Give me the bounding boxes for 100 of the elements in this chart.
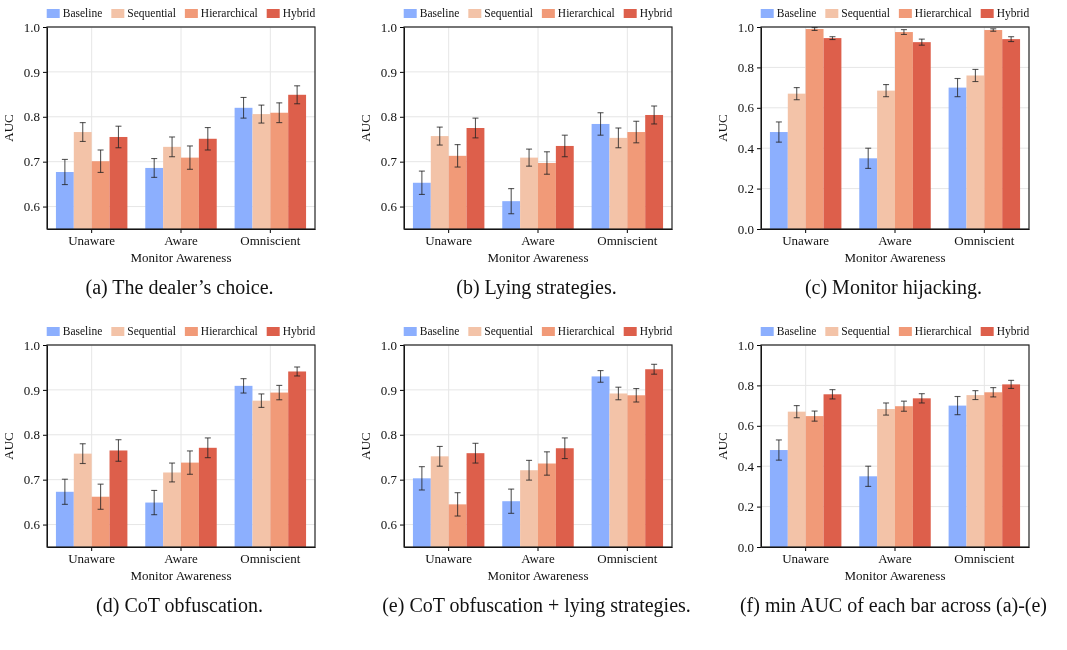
x-axis-title: Monitor Awareness bbox=[130, 250, 232, 265]
x-axis-title: Monitor Awareness bbox=[130, 568, 232, 583]
x-tick-label: Unaware bbox=[425, 233, 473, 249]
legend-label: Hybrid bbox=[282, 325, 316, 338]
legend-label: Sequential bbox=[127, 7, 176, 20]
legend-label: Sequential bbox=[841, 325, 890, 338]
bar bbox=[769, 450, 788, 547]
x-tick-label: Aware bbox=[878, 551, 912, 567]
legend-label: Hierarchical bbox=[914, 325, 972, 337]
bar bbox=[877, 409, 895, 547]
y-tick-label: 0.8 bbox=[23, 109, 40, 125]
legend-label: Sequential bbox=[484, 325, 533, 338]
legend-label: Baseline bbox=[62, 325, 103, 337]
x-axis-title: Monitor Awareness bbox=[844, 250, 946, 265]
y-tick-label: 0.8 bbox=[23, 427, 40, 443]
bar bbox=[1002, 384, 1021, 547]
bar bbox=[966, 395, 985, 547]
y-tick-label: 0.8 bbox=[737, 378, 754, 394]
y-tick-label: 0.7 bbox=[23, 472, 41, 488]
y-axis-title: AUC bbox=[358, 432, 373, 460]
x-tick-label: Aware bbox=[164, 551, 198, 567]
bar bbox=[984, 30, 1003, 229]
bar bbox=[805, 29, 824, 229]
x-axis-title: Monitor Awareness bbox=[487, 568, 589, 583]
legend-label: Hybrid bbox=[996, 7, 1030, 20]
x-axis-title: Monitor Awareness bbox=[487, 250, 589, 265]
bar bbox=[823, 38, 842, 229]
bar bbox=[787, 93, 806, 229]
y-tick-label: 0.6 bbox=[737, 418, 755, 434]
y-axis-title: AUC bbox=[1, 432, 16, 460]
y-tick-label: 0.9 bbox=[380, 382, 397, 398]
bar bbox=[859, 476, 878, 547]
legend-label: Hybrid bbox=[282, 7, 316, 20]
y-tick-label: 0.8 bbox=[380, 109, 397, 125]
bar bbox=[1002, 39, 1021, 229]
x-tick-label: Aware bbox=[164, 233, 198, 249]
legend-label: Hierarchical bbox=[200, 7, 258, 19]
legend-label: Baseline bbox=[419, 325, 460, 337]
x-tick-label: Unaware bbox=[782, 551, 830, 567]
x-tick-label: Omniscient bbox=[954, 551, 1015, 567]
y-axis-title: AUC bbox=[358, 114, 373, 142]
legend-label: Baseline bbox=[62, 7, 103, 19]
y-tick-label: 0.6 bbox=[23, 517, 41, 533]
y-tick-label: 0.6 bbox=[380, 517, 398, 533]
legend-label: Baseline bbox=[776, 325, 817, 337]
legend-label: Sequential bbox=[127, 325, 176, 338]
y-axis-title: AUC bbox=[715, 114, 730, 142]
x-tick-label: Aware bbox=[521, 551, 555, 567]
y-tick-label: 0.9 bbox=[23, 382, 40, 398]
bar bbox=[912, 398, 931, 547]
legend-label: Sequential bbox=[841, 7, 890, 20]
x-tick-label: Unaware bbox=[425, 551, 473, 567]
x-tick-label: Omniscient bbox=[597, 233, 658, 249]
y-tick-label: 1.0 bbox=[23, 337, 40, 353]
bar bbox=[895, 32, 913, 229]
y-tick-label: 0.9 bbox=[380, 64, 397, 80]
y-tick-label: 1.0 bbox=[737, 19, 754, 35]
text: (a) The dealer’s choice. bbox=[84, 275, 275, 300]
y-tick-label: 0.6 bbox=[737, 100, 755, 116]
bar bbox=[895, 406, 913, 547]
x-tick-label: Unaware bbox=[68, 551, 116, 567]
y-tick-label: 0.8 bbox=[380, 427, 397, 443]
y-tick-label: 1.0 bbox=[23, 19, 40, 35]
legend-label: Hierarchical bbox=[557, 325, 615, 337]
y-tick-label: 0.4 bbox=[737, 458, 755, 474]
y-tick-label: 0.6 bbox=[380, 199, 398, 215]
bar bbox=[805, 416, 824, 547]
text: (f) min AUC of each bar across (a)-(e) bbox=[738, 593, 1049, 618]
legend-label: Sequential bbox=[484, 7, 533, 20]
y-tick-label: 0.4 bbox=[737, 140, 755, 156]
legend-label: Hierarchical bbox=[200, 325, 258, 337]
text: (b) Lying strategies. bbox=[455, 275, 618, 300]
y-tick-label: 0.0 bbox=[737, 539, 754, 555]
y-tick-label: 0.7 bbox=[380, 154, 398, 170]
bar bbox=[769, 132, 788, 229]
legend-label: Hybrid bbox=[639, 7, 673, 20]
y-tick-label: 0.7 bbox=[23, 154, 41, 170]
x-tick-label: Unaware bbox=[782, 233, 830, 249]
bar bbox=[948, 87, 967, 229]
text: (e) CoT obfuscation + lying strategies. bbox=[381, 593, 692, 618]
y-tick-label: 1.0 bbox=[380, 337, 397, 353]
y-tick-label: 0.6 bbox=[23, 199, 41, 215]
bar bbox=[966, 75, 985, 229]
y-tick-label: 0.7 bbox=[380, 472, 398, 488]
legend-label: Hybrid bbox=[639, 325, 673, 338]
bar bbox=[877, 90, 895, 229]
text: (c) Monitor hijacking. bbox=[803, 275, 984, 300]
bar bbox=[823, 394, 842, 547]
y-axis-title: AUC bbox=[715, 432, 730, 460]
y-axis-title: AUC bbox=[1, 114, 16, 142]
x-tick-label: Aware bbox=[521, 233, 555, 249]
legend-label: Hierarchical bbox=[914, 7, 972, 19]
x-tick-label: Omniscient bbox=[597, 551, 658, 567]
y-tick-label: 0.0 bbox=[737, 221, 754, 237]
y-tick-label: 1.0 bbox=[380, 19, 397, 35]
bar bbox=[984, 392, 1003, 547]
x-axis-title: Monitor Awareness bbox=[844, 568, 946, 583]
legend-label: Hybrid bbox=[996, 325, 1030, 338]
y-tick-label: 0.9 bbox=[23, 64, 40, 80]
bar bbox=[859, 158, 878, 229]
